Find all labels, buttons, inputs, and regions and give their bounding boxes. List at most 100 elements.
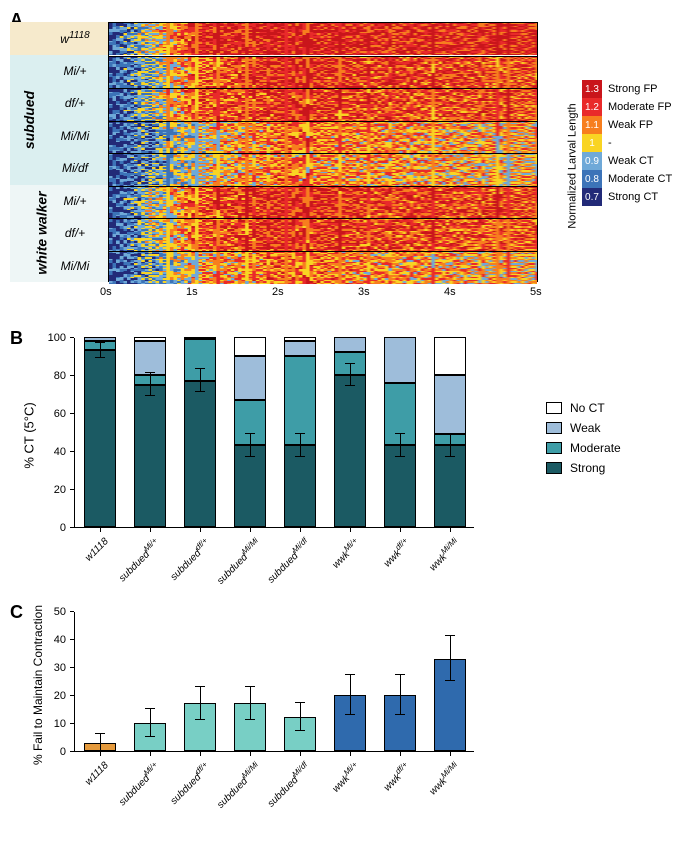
y-tick: 100	[48, 332, 66, 344]
x-tick: 1s	[186, 286, 198, 298]
y-tick: 0	[60, 746, 66, 758]
panel-b-x-labels: w1118subduedMi/+subdueddf/+subduedMi/Mis…	[74, 532, 474, 592]
panel-a-row-labels: w1118subduedMi/+df/+Mi/MiMi/dfwhite walk…	[10, 22, 108, 282]
x-label: wwkMi/+	[328, 760, 363, 795]
y-tick: 60	[54, 408, 66, 420]
panel-a: A w1118subduedMi/+df/+Mi/MiMi/dfwhite wa…	[10, 10, 687, 320]
bar-segment	[134, 385, 166, 528]
x-label: subduedMi/Mi	[212, 536, 263, 587]
x-label: wwkdf/+	[380, 536, 413, 569]
panel-c-chart	[74, 612, 474, 752]
bar-segment	[284, 445, 316, 527]
legend-label: -	[608, 137, 612, 149]
heatmap-row	[109, 121, 537, 154]
heatmap-row	[109, 186, 537, 219]
x-label: wwkMi/Mi	[426, 536, 463, 573]
legend-item: 0.9 Weak CT	[582, 152, 686, 170]
bar-segment	[434, 375, 466, 434]
y-tick: 0	[60, 522, 66, 534]
heatmap-row	[109, 56, 537, 89]
y-tick: 80	[54, 370, 66, 382]
bar-segment	[434, 337, 466, 375]
bar-segment	[334, 337, 366, 352]
heatmap-row-label: Mi/df	[48, 152, 106, 185]
bar-segment	[234, 337, 266, 356]
legend-item: No CT	[546, 398, 621, 418]
heatmap	[108, 22, 538, 282]
heatmap-row-label: df/+	[48, 87, 106, 120]
legend-label: Weak	[570, 421, 600, 435]
panel-a-legend: Normalized Larval Length 1.3Strong FP1.2…	[566, 80, 686, 206]
y-tick: 20	[54, 690, 66, 702]
x-label: subduedMi/+	[115, 536, 163, 584]
x-tick: 0s	[100, 286, 112, 298]
heatmap-row-label: df/+	[48, 217, 106, 250]
x-label: wwkdf/+	[380, 760, 413, 793]
x-label: subduedMi/+	[115, 760, 163, 808]
legend-color-box	[546, 402, 562, 414]
heatmap-row-label: w1118	[48, 22, 106, 55]
x-label: subduedMi/Mi	[212, 760, 263, 811]
legend-label: Moderate FP	[608, 101, 672, 113]
x-label: subdueddf/+	[166, 536, 213, 583]
x-label: subduedMi/df	[264, 760, 314, 810]
legend-color-box: 1.2	[582, 98, 602, 116]
panel-c-label: C	[10, 602, 23, 623]
panel-a-x-axis: 0s1s2s3s4s5s	[108, 286, 538, 306]
legend-color-box: 1.3	[582, 80, 602, 98]
legend-item: 1.1 Weak FP	[582, 116, 686, 134]
panel-b-label: B	[10, 328, 23, 349]
heatmap-row-label: Mi/Mi	[48, 120, 106, 153]
panel-b-chart	[74, 338, 474, 528]
legend-item: 1.3Strong FP	[582, 80, 686, 98]
y-tick: 40	[54, 634, 66, 646]
legend-color-box	[546, 422, 562, 434]
legend-item: Weak	[546, 418, 621, 438]
bar-segment	[184, 381, 216, 527]
legend-label: Moderate CT	[608, 173, 672, 185]
panel-c: C % Fail to Maintain Contraction 0102030…	[10, 602, 687, 832]
legend-item: 0.7Strong CT	[582, 188, 686, 206]
panel-b-legend: No CT Weak Moderate Strong	[546, 398, 621, 478]
legend-item: 0.8Moderate CT	[582, 170, 686, 188]
bar-segment	[284, 356, 316, 445]
x-tick: 5s	[530, 286, 542, 298]
x-label: subduedMi/df	[264, 536, 314, 586]
heatmap-row-label: Mi/Mi	[48, 250, 106, 283]
panel-c-x-labels: w1118subduedMi/+subdueddf/+subduedMi/Mis…	[74, 756, 474, 816]
panel-b: B % CT (5°C) 020406080100 w1118subduedMi…	[10, 328, 687, 598]
heatmap-row-label: Mi/+	[48, 185, 106, 218]
bar-segment	[234, 445, 266, 527]
legend-label: Weak CT	[608, 155, 654, 167]
heatmap-row	[109, 88, 537, 121]
x-label: w1118	[83, 536, 111, 564]
y-tick: 30	[54, 662, 66, 674]
legend-color-box	[546, 442, 562, 454]
y-tick: 50	[54, 606, 66, 618]
legend-color-box	[546, 462, 562, 474]
bar-segment	[384, 337, 416, 383]
legend-label: Strong	[570, 461, 605, 475]
legend-color-box: 0.9	[582, 152, 602, 170]
bar-segment	[334, 375, 366, 527]
bar-segment	[284, 341, 316, 356]
panel-a-legend-title: Normalized Larval Length	[567, 103, 579, 228]
panel-b-y-axis: 020406080100	[40, 338, 70, 528]
legend-color-box: 1.1	[582, 116, 602, 134]
heatmap-row	[109, 153, 537, 186]
legend-label: Weak FP	[608, 119, 653, 131]
panel-b-y-label: % CT (5°C)	[22, 402, 37, 468]
heatmap-row	[109, 23, 537, 56]
bar-segment	[234, 356, 266, 400]
x-tick: 2s	[272, 286, 284, 298]
bar-segment	[134, 341, 166, 375]
x-tick: 3s	[358, 286, 370, 298]
heatmap-row	[109, 218, 537, 251]
legend-item: Moderate	[546, 438, 621, 458]
legend-item: 1.2 Moderate FP	[582, 98, 686, 116]
bar-segment	[184, 337, 216, 339]
y-tick: 40	[54, 446, 66, 458]
y-tick: 10	[54, 718, 66, 730]
bar-segment	[84, 350, 116, 527]
bar-segment	[384, 445, 416, 527]
